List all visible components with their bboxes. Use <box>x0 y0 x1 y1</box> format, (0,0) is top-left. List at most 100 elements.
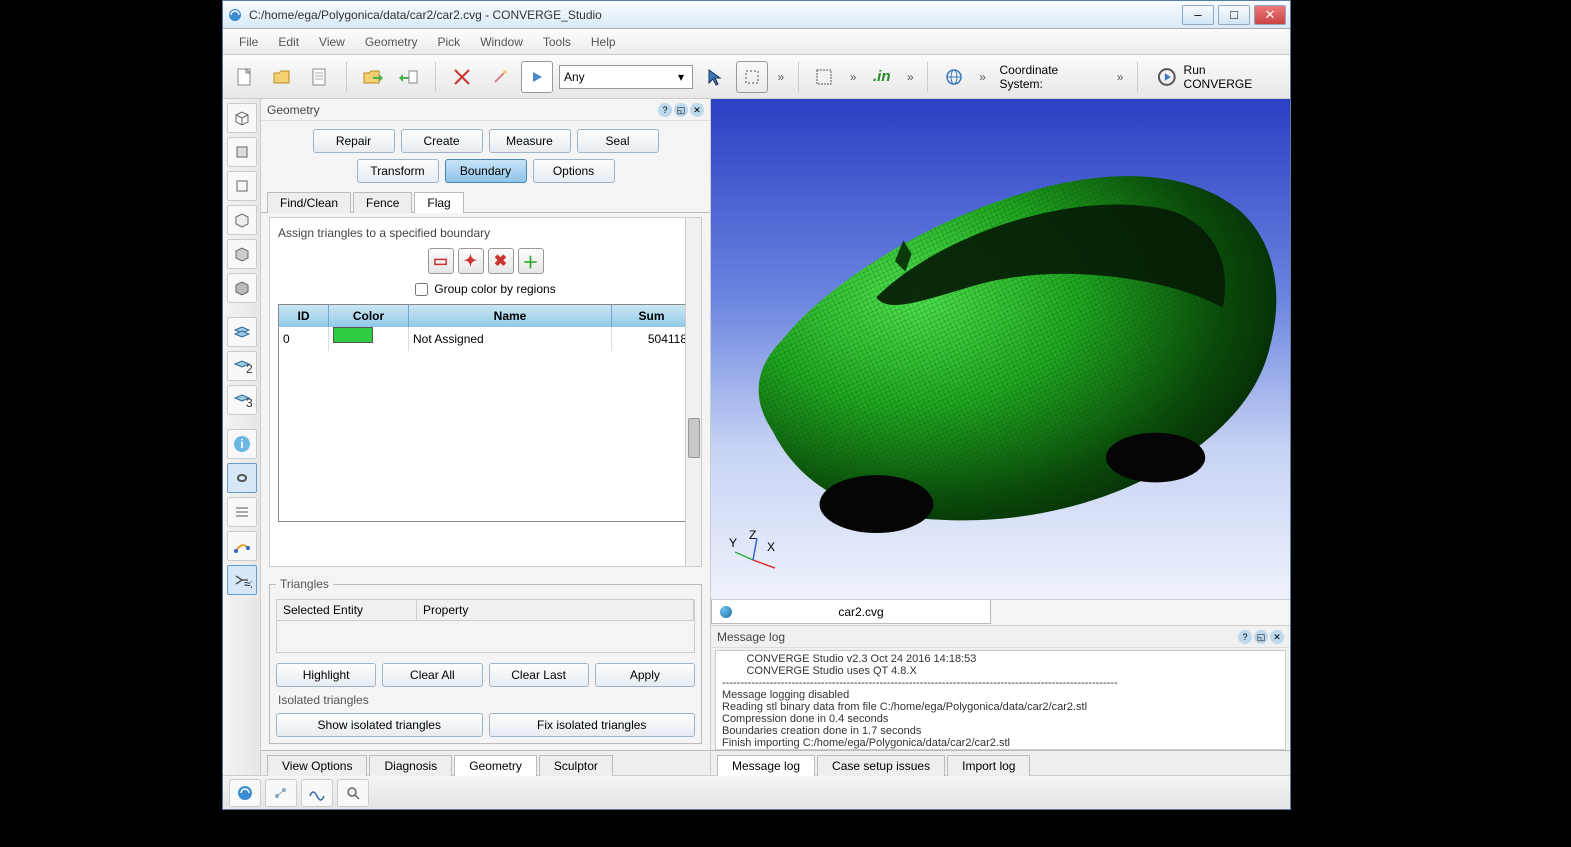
selection-mode-dropdown[interactable]: Any ▾ <box>559 65 693 89</box>
tab-findclean[interactable]: Find/Clean <box>267 192 351 213</box>
highlight-button[interactable]: Highlight <box>276 663 376 687</box>
clear-all-button[interactable]: Clear All <box>382 663 482 687</box>
new-file-icon[interactable] <box>229 61 261 93</box>
delete-x-icon[interactable] <box>446 61 478 93</box>
document-icon[interactable] <box>304 61 336 93</box>
options-button[interactable]: Options <box>533 159 615 183</box>
merge-icon[interactable]: ≈2 <box>227 565 257 595</box>
repair-button[interactable]: Repair <box>313 129 395 153</box>
th-selected-entity: Selected Entity <box>277 600 417 620</box>
tab-fence[interactable]: Fence <box>353 192 412 213</box>
view-iso-icon[interactable] <box>227 103 257 133</box>
panel-help-icon[interactable]: ? <box>1238 630 1252 644</box>
tab-case-setup[interactable]: Case setup issues <box>817 755 945 776</box>
separator <box>927 62 928 92</box>
panel-restore-icon[interactable]: ◱ <box>1254 630 1268 644</box>
menu-help[interactable]: Help <box>581 31 626 53</box>
wand-icon[interactable] <box>484 61 516 93</box>
view-cube-2-icon[interactable] <box>227 239 257 269</box>
overflow-icon[interactable]: » <box>774 70 788 84</box>
overflow-icon[interactable]: » <box>1113 70 1127 84</box>
status-wave-icon[interactable] <box>301 779 333 807</box>
boundary-delete-icon[interactable]: ✖ <box>488 248 514 274</box>
export-icon[interactable] <box>356 61 388 93</box>
file-tab-label: car2.cvg <box>740 605 982 619</box>
file-tab[interactable]: car2.cvg <box>711 600 991 624</box>
path-icon[interactable] <box>227 531 257 561</box>
panel-close-icon[interactable]: ✕ <box>1270 630 1284 644</box>
run-converge-button[interactable]: Run CONVERGE <box>1148 63 1284 91</box>
maximize-button[interactable]: □ <box>1218 5 1250 25</box>
close-button[interactable]: ✕ <box>1254 5 1286 25</box>
view-cube-1-icon[interactable] <box>227 205 257 235</box>
scrollbar[interactable] <box>685 218 701 566</box>
boundary-add-icon[interactable]: ＋ <box>518 248 544 274</box>
selection-box-icon[interactable] <box>736 61 768 93</box>
menu-window[interactable]: Window <box>470 31 533 53</box>
right-area: Y Z X car2.cvg Message log ? ◱ ✕ <box>711 99 1290 775</box>
transform-button[interactable]: Transform <box>357 159 439 183</box>
cursor-icon[interactable] <box>699 61 731 93</box>
info-icon[interactable]: i <box>227 429 257 459</box>
menu-geometry[interactable]: Geometry <box>355 31 428 53</box>
layer-c-icon[interactable]: 3 <box>227 385 257 415</box>
grid-icon[interactable] <box>809 61 841 93</box>
layer-b-icon[interactable]: 2 <box>227 351 257 381</box>
link-icon[interactable] <box>227 463 257 493</box>
menu-view[interactable]: View <box>309 31 355 53</box>
boundary-remove-icon[interactable]: ▭ <box>428 248 454 274</box>
overflow-icon[interactable]: » <box>903 70 917 84</box>
th-name[interactable]: Name <box>409 305 612 327</box>
seal-button[interactable]: Seal <box>577 129 659 153</box>
panel-restore-icon[interactable]: ◱ <box>674 103 688 117</box>
apply-button[interactable]: Apply <box>595 663 695 687</box>
tab-view-options[interactable]: View Options <box>267 755 367 776</box>
play-cube-icon[interactable] <box>521 61 553 93</box>
view-cube-3-icon[interactable] <box>227 273 257 303</box>
message-log-text[interactable]: CONVERGE Studio v2.3 Oct 24 2016 14:18:5… <box>715 650 1286 750</box>
tab-flag[interactable]: Flag <box>414 192 463 213</box>
panel-help-icon[interactable]: ? <box>658 103 672 117</box>
tab-message-log[interactable]: Message log <box>717 755 815 776</box>
overflow-icon[interactable]: » <box>976 70 990 84</box>
menu-edit[interactable]: Edit <box>268 31 309 53</box>
menu-file[interactable]: File <box>229 31 268 53</box>
view-back-icon[interactable] <box>227 171 257 201</box>
boundary-table: ID Color Name Sum 0 Not Assigned 504118 <box>278 304 693 522</box>
group-color-checkbox[interactable] <box>415 283 428 296</box>
tab-import-log[interactable]: Import log <box>947 755 1030 776</box>
th-color[interactable]: Color <box>329 305 409 327</box>
view-front-icon[interactable] <box>227 137 257 167</box>
create-button[interactable]: Create <box>401 129 483 153</box>
in-file-icon[interactable]: .in <box>866 61 898 93</box>
list-icon[interactable] <box>227 497 257 527</box>
tab-diagnosis[interactable]: Diagnosis <box>369 755 452 776</box>
tab-geometry[interactable]: Geometry <box>454 755 537 776</box>
globe-icon[interactable] <box>938 61 970 93</box>
table-row[interactable]: 0 Not Assigned 504118 <box>279 327 692 351</box>
menu-pick[interactable]: Pick <box>428 31 471 53</box>
menu-tools[interactable]: Tools <box>533 31 581 53</box>
boundary-puzzle-icon[interactable]: ✦ <box>458 248 484 274</box>
layer-a-icon[interactable] <box>227 317 257 347</box>
triangles-table: Selected Entity Property <box>276 599 695 653</box>
status-app-icon[interactable] <box>229 779 261 807</box>
boundary-button[interactable]: Boundary <box>445 159 527 183</box>
separator <box>435 62 436 92</box>
status-zoom-icon[interactable] <box>337 779 369 807</box>
fix-isolated-button[interactable]: Fix isolated triangles <box>489 713 696 737</box>
tab-sculptor[interactable]: Sculptor <box>539 755 613 776</box>
minimize-button[interactable]: – <box>1182 5 1214 25</box>
open-folder-icon[interactable] <box>267 61 299 93</box>
file-icon <box>720 606 732 618</box>
th-id[interactable]: ID <box>279 305 329 327</box>
status-graph-icon[interactable] <box>265 779 297 807</box>
th-sum[interactable]: Sum <box>612 305 692 327</box>
panel-close-icon[interactable]: ✕ <box>690 103 704 117</box>
clear-last-button[interactable]: Clear Last <box>489 663 589 687</box>
measure-button[interactable]: Measure <box>489 129 571 153</box>
show-isolated-button[interactable]: Show isolated triangles <box>276 713 483 737</box>
import-icon[interactable] <box>394 61 426 93</box>
3d-viewport[interactable]: Y Z X <box>711 99 1290 599</box>
overflow-icon[interactable]: » <box>846 70 860 84</box>
